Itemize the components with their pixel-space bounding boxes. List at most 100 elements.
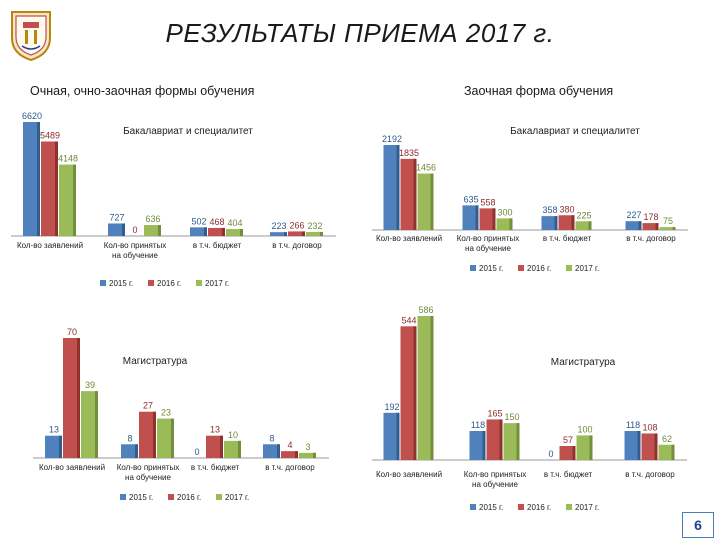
chart-category-label: в т.ч. бюджет xyxy=(191,463,240,472)
chart-data-label: 70 xyxy=(67,327,77,337)
chart-bar-shade xyxy=(95,391,98,458)
legend-label: 2017 г. xyxy=(575,503,599,512)
chart-bar xyxy=(642,223,659,230)
chart-title: Бакалавриат и специалитет xyxy=(123,126,253,137)
chart-category-label: в т.ч. договор xyxy=(625,470,675,479)
chart-data-label: 266 xyxy=(289,220,304,230)
legend-swatch xyxy=(518,265,524,271)
legend-label: 2016 г. xyxy=(527,503,551,512)
chart-bar-shade xyxy=(240,229,243,236)
chart-data-label: 225 xyxy=(576,210,591,220)
chart-title: Магистратура xyxy=(551,357,616,368)
chart-data-label: 118 xyxy=(626,420,640,430)
chart-bar xyxy=(383,145,400,230)
chart-bar-shade xyxy=(499,419,503,460)
chart-data-label: 2192 xyxy=(382,134,402,144)
chart-bar-shade xyxy=(55,141,58,236)
chart-bar-shade xyxy=(320,232,323,236)
chart-bar xyxy=(299,452,316,458)
chart-data-label: 380 xyxy=(559,204,574,214)
chart-bar xyxy=(263,444,280,458)
chart-bar-shade xyxy=(77,338,80,458)
chart-data-label: 62 xyxy=(662,434,672,444)
chart-bar xyxy=(462,205,479,230)
legend-swatch xyxy=(470,504,476,510)
chart-bar-shade xyxy=(238,440,241,458)
left-section-heading: Очная, очно-заочная формы обучения xyxy=(30,84,255,98)
chart-bar xyxy=(383,412,400,460)
chart-bar xyxy=(625,221,642,230)
chart-data-label: 635 xyxy=(463,194,478,204)
chart-bar-shade xyxy=(122,223,125,236)
chart-bar-shade xyxy=(222,227,225,236)
chart-bar xyxy=(486,419,503,460)
chart-title: Магистратура xyxy=(123,356,188,367)
chart-category-label: в т.ч. бюджет xyxy=(544,470,593,479)
chart-bar-shade xyxy=(571,215,575,230)
chart-bar-shade xyxy=(396,412,400,460)
chart-data-label: 4148 xyxy=(58,154,78,164)
chart-data-label: 108 xyxy=(642,422,657,432)
chart-category-label: Кол-во принятых xyxy=(117,463,180,472)
chart-bar-shade xyxy=(672,227,676,230)
legend-swatch xyxy=(216,494,222,500)
chart-category-label: в т.ч. договор xyxy=(272,241,322,250)
chart-bar xyxy=(658,444,675,460)
chart-data-label: 1456 xyxy=(416,163,436,173)
legend-swatch xyxy=(168,494,174,500)
chart-bar xyxy=(641,433,658,460)
chart-data-label: 404 xyxy=(227,218,242,228)
chart-data-label: 13 xyxy=(49,425,59,435)
chart-bar xyxy=(576,435,593,460)
chart-data-label: 13 xyxy=(210,425,220,435)
chart-category-label: Кол-во заявлений xyxy=(39,463,105,472)
chart-bar-shade xyxy=(220,435,223,458)
chart-data-label: 5489 xyxy=(40,130,60,140)
chart-category-label: на обучение xyxy=(472,480,518,489)
chart-bar-shade xyxy=(589,435,593,460)
legend-swatch xyxy=(100,280,106,286)
chart-data-label: 727 xyxy=(109,212,124,222)
chart-category-label: в т.ч. договор xyxy=(265,463,315,472)
chart-category-label: в т.ч. бюджет xyxy=(193,241,242,250)
chart-bar-shade xyxy=(475,205,479,230)
chart-data-label: 39 xyxy=(85,380,95,390)
legend-swatch xyxy=(148,280,154,286)
chart-bar-shade xyxy=(302,231,305,236)
legend-swatch xyxy=(566,265,572,271)
chart-data-label: 75 xyxy=(663,216,673,226)
chart-category-label: Кол-во принятых xyxy=(457,234,520,243)
chart-bar xyxy=(226,229,243,236)
chart-bar xyxy=(469,431,486,460)
chart-bar-shade xyxy=(73,164,76,236)
legend-swatch xyxy=(196,280,202,286)
chart-bar-shade xyxy=(492,208,496,230)
chart-bar-shade xyxy=(430,173,434,230)
chart-data-label: 178 xyxy=(643,212,658,222)
chart-bar-shade xyxy=(516,423,520,460)
chart-bar-shade xyxy=(637,431,641,460)
legend-label: 2017 г. xyxy=(575,264,599,273)
university-emblem-icon xyxy=(11,11,51,62)
legend-label: 2015 г. xyxy=(129,493,153,502)
chart-bar-shade xyxy=(655,223,659,230)
chart-data-label: 8 xyxy=(127,433,132,443)
chart-bar xyxy=(575,221,592,230)
chart-bar xyxy=(41,141,58,236)
right-section-heading: Заочная форма обучения xyxy=(464,84,614,98)
chart-bar-shade xyxy=(171,418,174,458)
chart-data-label: 165 xyxy=(487,408,502,418)
chart-category-label: в т.ч. договор xyxy=(626,234,676,243)
chart-bar-shade xyxy=(413,158,417,230)
chart-bar-shade xyxy=(430,316,434,460)
chart-data-label: 468 xyxy=(209,217,224,227)
chart-bar-shade xyxy=(396,145,400,230)
chart-bar xyxy=(281,451,298,458)
chart-data-label: 636 xyxy=(145,214,160,224)
chart-bar xyxy=(400,326,417,460)
legend-label: 2017 г. xyxy=(225,493,249,502)
legend-swatch xyxy=(518,504,524,510)
legend-label: 2016 г. xyxy=(177,493,201,502)
chart-bar xyxy=(208,227,225,236)
